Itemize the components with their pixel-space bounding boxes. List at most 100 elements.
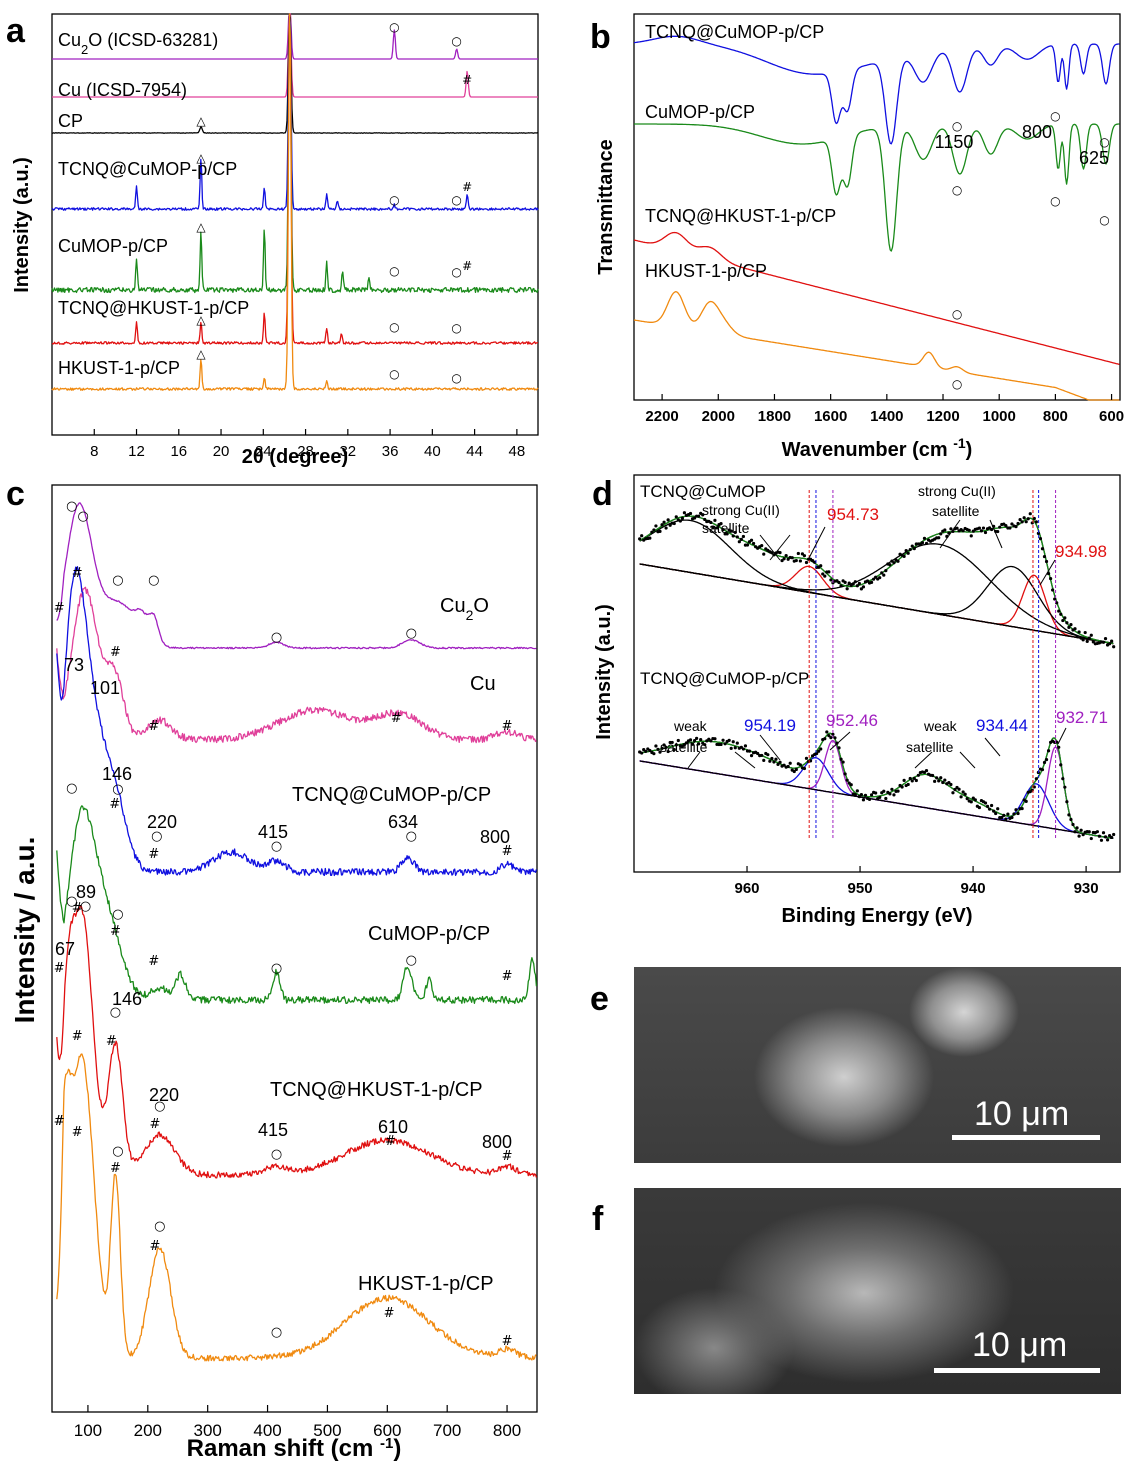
d-top-baseline — [639, 563, 1114, 645]
b-xtick-label: 800 — [1043, 408, 1068, 425]
d-data-point — [1004, 523, 1008, 528]
d-annotation-arrow — [1039, 559, 1056, 586]
d-data-point — [817, 749, 821, 753]
a-xtick-label: 12 — [128, 443, 145, 460]
panel-label-d: d — [592, 475, 613, 513]
c-phase-marker: # — [54, 601, 65, 616]
d-data-point — [1049, 576, 1053, 581]
d-data-point — [790, 556, 794, 560]
d-peak-932-71: 932.71 — [1056, 708, 1108, 727]
c-phase-marker: ○ — [154, 1219, 165, 1234]
d-xtick-label: 940 — [961, 880, 986, 897]
d-data-point — [861, 798, 866, 802]
b-ann-625: 625 — [1079, 148, 1109, 168]
d-data-point — [908, 547, 912, 552]
d-data-point — [869, 580, 874, 584]
d-data-point — [959, 795, 963, 799]
c-xtick-label: 800 — [493, 1421, 521, 1440]
d-data-point — [884, 796, 888, 801]
d-data-point — [794, 558, 798, 563]
d-data-point — [808, 759, 813, 763]
d-data-point — [819, 747, 823, 751]
a-xtick-label: 8 — [90, 443, 98, 460]
d-data-point — [668, 523, 672, 527]
d-data-point — [648, 748, 652, 753]
c-phase-marker: # — [502, 844, 513, 859]
c-ann-634: 634 — [388, 812, 418, 832]
d-data-point — [845, 587, 849, 591]
d-weak-sat-1: weak — [673, 718, 708, 734]
sem-e-scalebar-label: 10 μm — [974, 1095, 1070, 1133]
a-label-cu2o: Cu2O (ICSD-63281) — [58, 30, 218, 57]
d-bottom-fit-black — [639, 732, 1114, 840]
b-xtick-label: 600 — [1099, 408, 1124, 425]
a-phase-marker: ○ — [451, 371, 461, 385]
d-data-point — [1034, 777, 1038, 781]
d-data-point — [774, 757, 778, 761]
panel-b-ftir: 2200 2000 1800 1600 1400 1200 1000 800 600 ○ ○ ○ ○ ○ ○… — [595, 13, 1124, 461]
d-data-point — [998, 525, 1002, 529]
c-phase-marker: # — [385, 1134, 396, 1149]
a-xtick-label: 32 — [339, 443, 356, 460]
d-data-point — [721, 527, 725, 532]
d-data-point — [1101, 640, 1106, 644]
d-data-point — [784, 553, 788, 558]
d-data-point — [829, 736, 833, 740]
a-phase-marker: # — [462, 180, 472, 194]
d-data-point — [837, 580, 841, 585]
d-data-point — [662, 520, 666, 524]
d-data-point — [890, 787, 894, 791]
c-phase-marker: ○ — [66, 894, 77, 909]
d-data-point — [1020, 520, 1024, 524]
d-raw-data-points — [638, 511, 1116, 842]
d-data-point — [910, 779, 914, 783]
d-data-point — [947, 781, 951, 785]
d-data-point — [949, 782, 953, 787]
d-data-point — [680, 516, 684, 520]
d-data-point — [727, 738, 731, 743]
d-data-point — [756, 751, 760, 756]
d-data-point — [666, 749, 670, 754]
d-data-point — [859, 587, 864, 591]
d-data-point — [902, 554, 906, 558]
d-data-point — [644, 749, 648, 754]
d-data-point — [1067, 625, 1071, 629]
d-data-point — [650, 530, 654, 534]
c-xtick-label: 300 — [193, 1421, 221, 1440]
c-phase-marker: # — [391, 711, 402, 726]
b-band-marker: ○ — [952, 377, 962, 391]
c-phase-marker: # — [54, 1114, 65, 1129]
d-data-point — [878, 795, 882, 800]
d-data-point — [924, 541, 929, 546]
d-peak-934-98: 934.98 — [1055, 542, 1107, 561]
c-phase-marker: ○ — [66, 781, 77, 796]
d-data-point — [1024, 520, 1028, 524]
d-data-point — [819, 564, 823, 568]
d-data-point — [770, 551, 774, 555]
d-data-point — [910, 544, 914, 548]
d-data-point — [676, 738, 680, 743]
d-data-point — [831, 732, 835, 737]
a-phase-marker: ○ — [389, 264, 399, 278]
panel-label-f: f — [592, 1200, 604, 1238]
d-annotation-arrow — [989, 519, 1003, 549]
b-xtick-label: 1200 — [926, 408, 959, 425]
d-data-point — [1091, 640, 1095, 644]
b-label-tcnq-hkust: TCNQ@HKUST-1-p/CP — [645, 206, 836, 226]
panel-a-xrd: 8 12 16 20 24 28 32 36 40 44 48○○#△△○ ○#△○ ○ #△ ○ ○△○ ○ … — [11, 13, 539, 468]
d-data-point — [1026, 517, 1030, 521]
c-phase-marker: ○ — [271, 839, 282, 854]
d-data-point — [943, 778, 947, 782]
a-xtick-label: 44 — [466, 443, 483, 460]
d-data-point — [1095, 830, 1099, 834]
d-data-point — [666, 518, 670, 522]
d-data-point — [1110, 639, 1114, 643]
d-data-point — [1032, 785, 1036, 789]
d-data-point — [1097, 834, 1102, 838]
d-data-point — [933, 779, 937, 783]
c-ann-800: 800 — [480, 827, 510, 847]
d-data-point — [1059, 612, 1063, 616]
d-data-point — [849, 783, 853, 787]
d-data-point — [892, 793, 896, 797]
d-data-point — [798, 559, 802, 563]
